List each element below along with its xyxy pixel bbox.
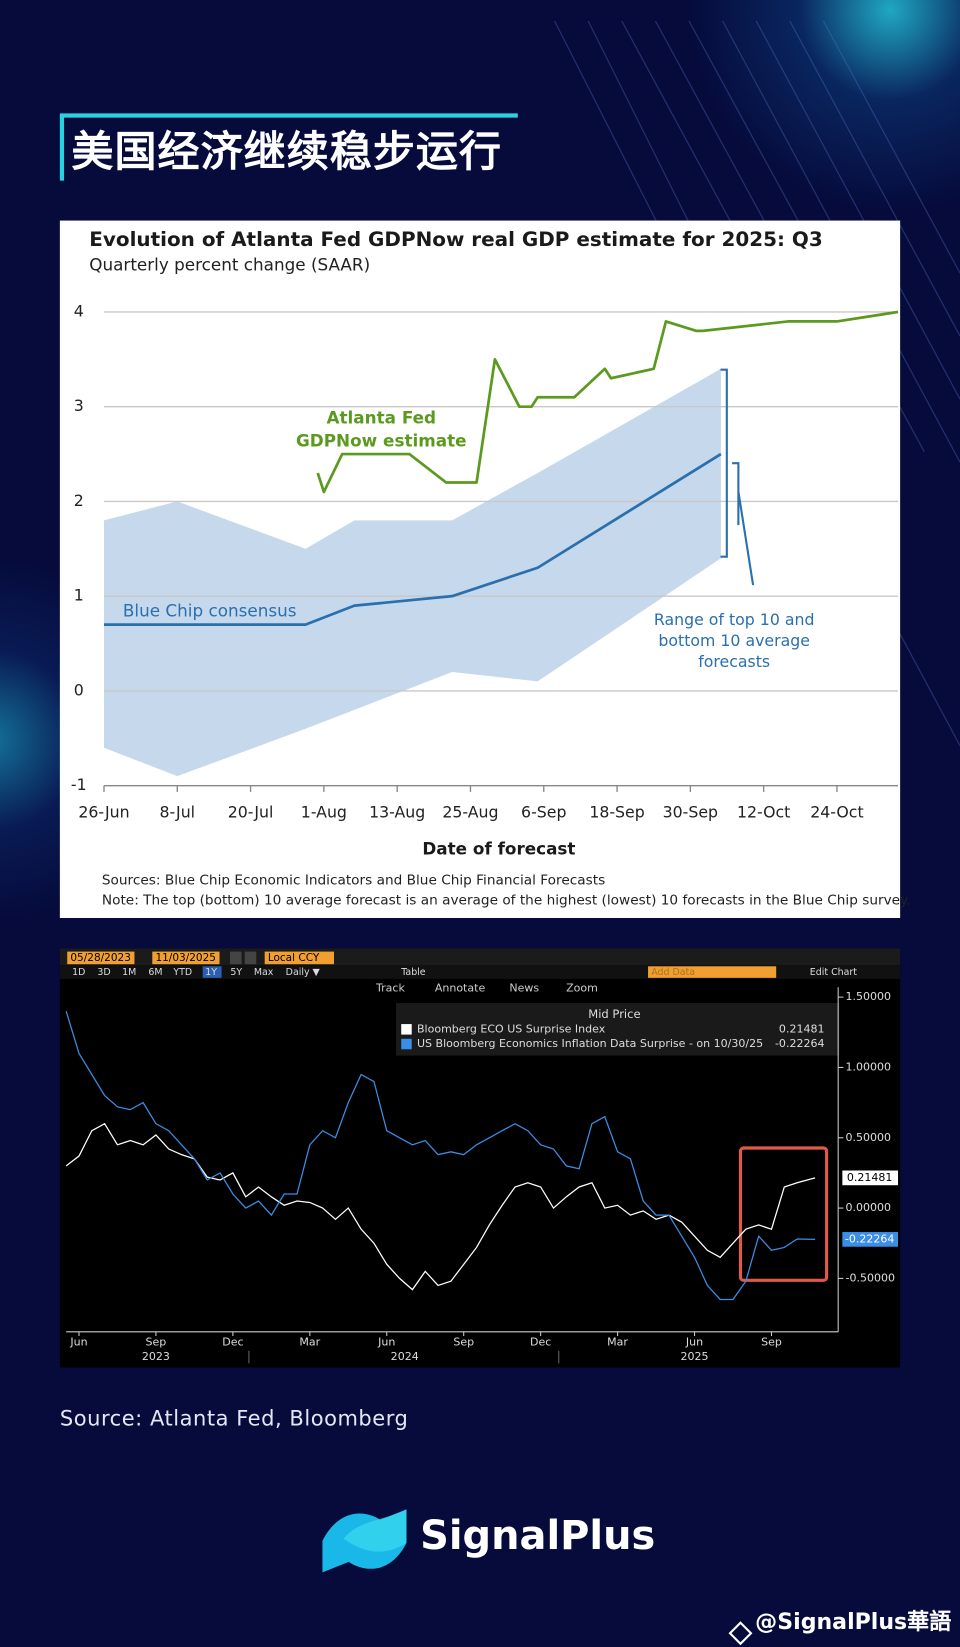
gdpnow-panel: Evolution of Atlanta Fed GDPNow real GDP… bbox=[59, 220, 911, 918]
y-tick-label: 0.00000 bbox=[846, 1201, 892, 1214]
x-tick-label: 6-Sep bbox=[521, 802, 566, 821]
series-line bbox=[65, 1011, 816, 1301]
y-tick-label: 0 bbox=[74, 680, 84, 699]
x-tick-label: 30-Sep bbox=[663, 802, 718, 821]
highlight-box bbox=[738, 1146, 829, 1282]
x-tick-label: 8-Jul bbox=[159, 802, 195, 821]
y-tick-label: 4 bbox=[74, 301, 84, 320]
series-line bbox=[316, 310, 899, 494]
x-tick-label: Sep bbox=[146, 1335, 167, 1348]
legend-value: -0.22264 bbox=[775, 1037, 825, 1050]
x-tick-label: Sep bbox=[761, 1335, 782, 1348]
last-value-label: 0.21481 bbox=[847, 1171, 893, 1184]
year-label: 2024 bbox=[391, 1350, 419, 1363]
x-tick-label: Jun bbox=[377, 1335, 395, 1348]
x-tick-label: Dec bbox=[222, 1335, 243, 1348]
range-bracket bbox=[720, 368, 755, 586]
toolbar-text: 5Y bbox=[230, 967, 242, 978]
legend-value: 0.21481 bbox=[779, 1022, 825, 1035]
x-tick-label: 26-Jun bbox=[78, 802, 129, 821]
sources-note: Sources: Blue Chip Economic Indicators a… bbox=[101, 872, 606, 889]
year-label: 2025 bbox=[681, 1350, 709, 1363]
toolbar-text: 05/28/2023 bbox=[70, 952, 131, 964]
legend-name: US Bloomberg Economics Inflation Data Su… bbox=[417, 1037, 763, 1050]
toolbar-text: Edit Chart bbox=[810, 967, 858, 978]
bloomberg-chart: 05/28/2023 11/03/2025 Local CCY 1D 3D 1M 6M YTD… bbox=[59, 948, 901, 1364]
toolbar-text: Zoom bbox=[566, 981, 598, 994]
y-tick-label: 0.50000 bbox=[846, 1131, 892, 1144]
toolbar-text: News bbox=[509, 981, 539, 994]
toolbar-text: 11/03/2025 bbox=[155, 952, 216, 964]
chart-subtitle: Quarterly percent change (SAAR) bbox=[89, 255, 370, 275]
last-value-box bbox=[842, 1232, 899, 1247]
last-value-box bbox=[842, 1170, 899, 1186]
toolbar-text: 1D bbox=[72, 967, 85, 978]
x-tick-label: 13-Aug bbox=[369, 802, 425, 821]
gdpnow-chart: Evolution of Atlanta Fed GDPNow real GDP… bbox=[71, 227, 899, 859]
x-tick-label: 12-Oct bbox=[737, 802, 790, 821]
toolbar-text: Daily ▼ bbox=[286, 967, 321, 978]
x-tick-label: Jun bbox=[685, 1335, 703, 1348]
toolbar-text: Add Data bbox=[651, 967, 695, 978]
y-tick-label: 1 bbox=[74, 586, 84, 605]
toolbar-text: Local CCY bbox=[268, 952, 320, 964]
x-tick-label: Dec bbox=[530, 1335, 551, 1348]
range-band bbox=[103, 368, 721, 777]
toolbar-text: 3D bbox=[97, 967, 110, 978]
gdpnow-label: Atlanta Fed GDPNow estimate bbox=[295, 407, 467, 451]
x-tick-label: Mar bbox=[607, 1335, 628, 1348]
x-tick-label: Mar bbox=[299, 1335, 320, 1348]
series-line bbox=[65, 1122, 816, 1291]
source: Source: Atlanta Fed, Bloomberg bbox=[59, 1405, 409, 1431]
y-tick-label: -1 bbox=[71, 775, 87, 794]
last-value-label: -0.22264 bbox=[845, 1232, 895, 1245]
chart-title: Evolution of Atlanta Fed GDPNow real GDP… bbox=[89, 227, 822, 251]
y-tick-label: 1.00000 bbox=[846, 1060, 892, 1073]
x-tick-label: Sep bbox=[453, 1335, 474, 1348]
x-tick-label: 24-Oct bbox=[810, 802, 863, 821]
y-tick-label: 2 bbox=[74, 491, 84, 510]
brand: SignalPlus bbox=[420, 1512, 656, 1559]
x-tick-label: 1-Aug bbox=[301, 802, 347, 821]
range-label: Range of top 10 and bottom 10 average fo… bbox=[653, 610, 815, 672]
toolbar-text: 1Y bbox=[205, 967, 217, 978]
legend-title: Mid Price bbox=[588, 1007, 640, 1021]
legend-name: Bloomberg ECO US Surprise Index bbox=[417, 1022, 606, 1035]
year-label: 2023 bbox=[142, 1350, 170, 1363]
x-tick-label: 20-Jul bbox=[228, 802, 274, 821]
x-tick-label: Jun bbox=[69, 1335, 87, 1348]
toolbar-text: Annotate bbox=[435, 981, 486, 994]
x-tick-label: 18-Sep bbox=[589, 802, 644, 821]
toolbar-text: Table bbox=[400, 967, 426, 978]
page-title: 美国经济继续稳步运行 bbox=[71, 128, 503, 177]
toolbar-text: 6M bbox=[148, 967, 162, 978]
x-axis-label: Date of forecast bbox=[422, 839, 575, 859]
toolbar-text: Max bbox=[254, 967, 274, 978]
consensus-label: Blue Chip consensus bbox=[122, 600, 297, 621]
legend-swatch bbox=[401, 1038, 412, 1050]
series-line bbox=[103, 452, 722, 626]
y-tick-label: 1.50000 bbox=[846, 990, 892, 1003]
legend-swatch bbox=[401, 1024, 412, 1035]
watermark: @SignalPlus華語 bbox=[755, 1609, 952, 1635]
toolbar-text: 1M bbox=[122, 967, 136, 978]
toolbar-text: Track bbox=[375, 981, 405, 994]
footnote: Note: The top (bottom) 10 average foreca… bbox=[101, 892, 911, 909]
x-tick-label: 25-Aug bbox=[442, 802, 498, 821]
toolbar-text: YTD bbox=[172, 967, 192, 978]
bloomberg-panel: 05/28/2023 11/03/2025 Local CCY 1D 3D 1M 6M YTD… bbox=[59, 948, 901, 1368]
y-tick-label: -0.50000 bbox=[846, 1271, 896, 1284]
y-tick-label: 3 bbox=[74, 396, 84, 415]
